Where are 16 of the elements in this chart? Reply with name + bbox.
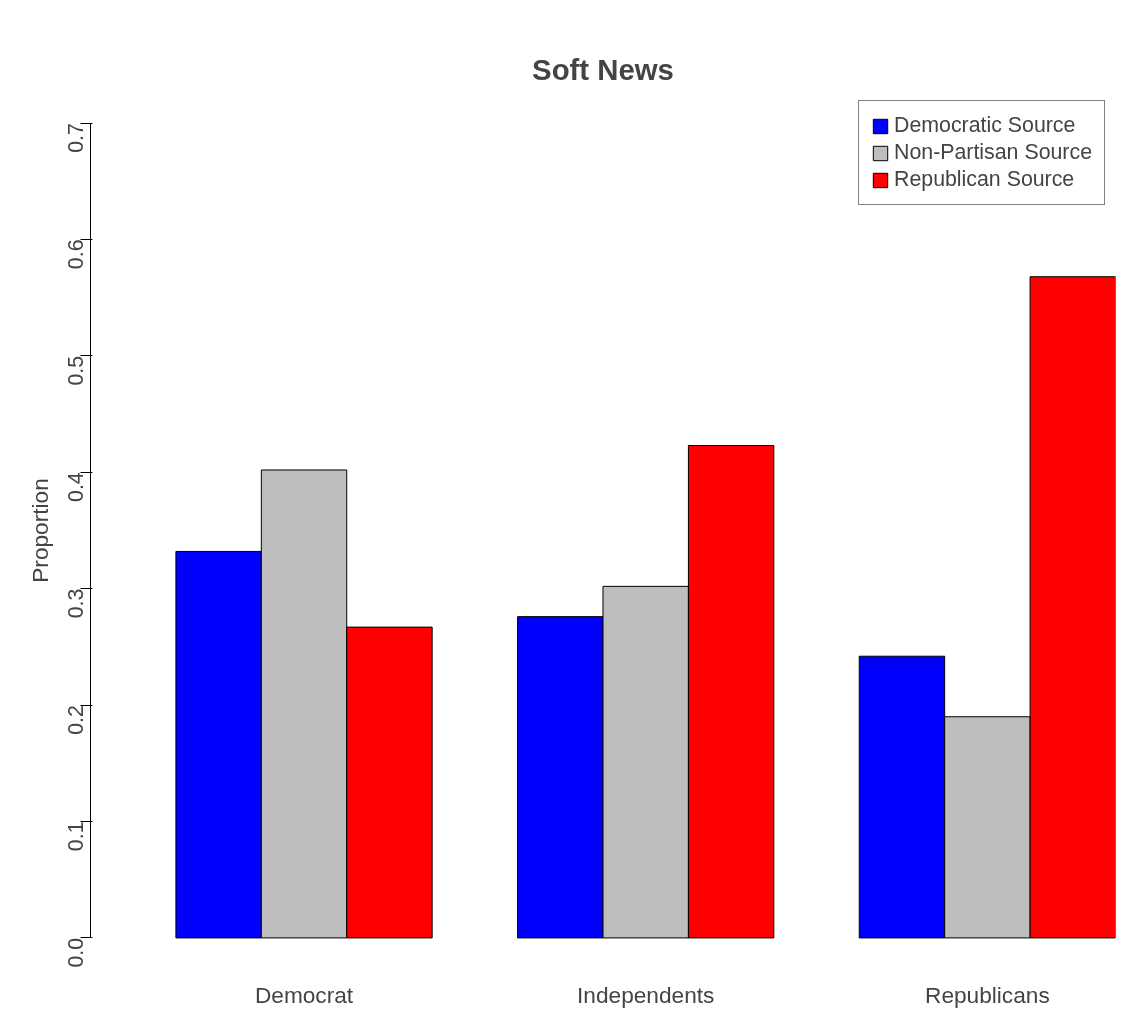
y-axis-title: Proportion: [26, 478, 53, 583]
y-tick-label: 0.5: [64, 355, 88, 386]
y-tick-label: 0.6: [64, 239, 88, 270]
legend-label: Democratic Source: [894, 113, 1076, 138]
chart-title: Soft News: [532, 52, 674, 86]
y-tick-label: 0.3: [64, 588, 88, 619]
y-tick-label: 0.1: [64, 821, 88, 852]
legend-label: Republican Source: [894, 167, 1075, 192]
x-tick-label: Republicans: [925, 981, 1050, 1008]
y-tick-label: 0.7: [64, 123, 88, 153]
y-tick-label: 0.4: [64, 472, 88, 502]
y-tick-label: 0.0: [64, 937, 88, 968]
x-tick-label: Democrat: [254, 981, 354, 1008]
y-tick-label: 0.2: [64, 705, 88, 735]
x-tick-label: Independents: [577, 981, 715, 1008]
legend-label: Non-Partisan Source: [894, 140, 1092, 165]
